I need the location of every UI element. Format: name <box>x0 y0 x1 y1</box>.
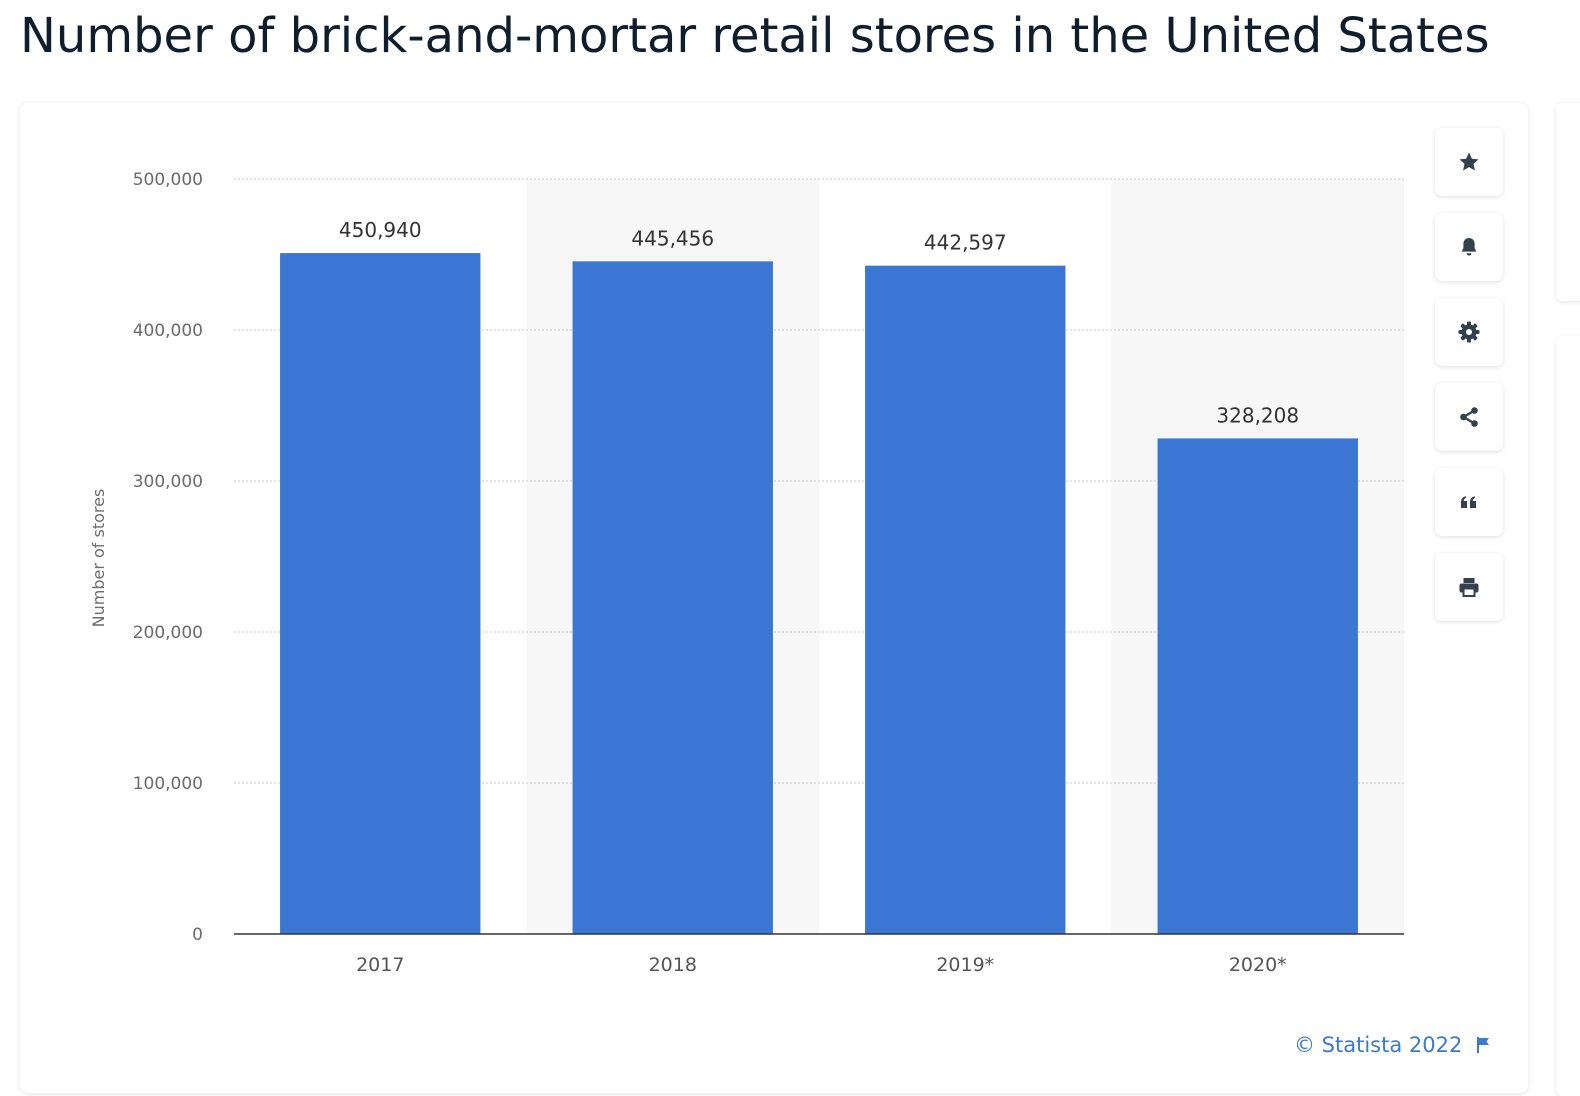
chart-toolbar <box>1435 128 1503 638</box>
bar-value-label: 442,597 <box>924 231 1007 255</box>
statista-credit-link[interactable]: © Statista 2022 <box>1294 1030 1490 1060</box>
y-tick-label: 100,000 <box>133 774 203 794</box>
bar <box>572 261 773 934</box>
flag-icon <box>1477 1037 1490 1053</box>
bar <box>280 253 481 935</box>
y-tick-label: 300,000 <box>133 472 203 492</box>
x-tick-label: 2017 <box>356 954 404 976</box>
gear-icon <box>1458 321 1480 343</box>
star-icon <box>1459 152 1479 171</box>
bar-value-label: 445,456 <box>631 226 714 250</box>
y-tick-label: 200,000 <box>133 623 203 643</box>
y-tick-label: 0 <box>192 925 203 945</box>
bar <box>1157 438 1358 934</box>
credit-text: © Statista 2022 <box>1294 1033 1463 1057</box>
x-tick-label: 2018 <box>649 954 697 976</box>
bell-icon <box>1461 238 1477 256</box>
favorite-button[interactable] <box>1435 128 1503 196</box>
cite-button[interactable] <box>1435 468 1503 536</box>
share-icon <box>1460 407 1478 427</box>
bar-value-label: 328,208 <box>1216 403 1299 427</box>
print-icon <box>1459 578 1479 597</box>
side-panel-top <box>1556 103 1580 301</box>
x-tick-label: 2019* <box>936 954 994 976</box>
side-panel-bottom <box>1556 336 1580 1096</box>
bar <box>865 265 1066 934</box>
quote-icon <box>1461 496 1476 508</box>
y-tick-label: 500,000 <box>133 170 203 190</box>
y-axis-title: Number of stores <box>89 489 108 628</box>
bar-value-label: 450,940 <box>339 218 422 242</box>
print-button[interactable] <box>1435 553 1503 621</box>
x-tick-label: 2020* <box>1229 954 1287 976</box>
share-button[interactable] <box>1435 383 1503 451</box>
notification-button[interactable] <box>1435 213 1503 281</box>
settings-button[interactable] <box>1435 298 1503 366</box>
y-tick-label: 400,000 <box>133 321 203 341</box>
page-title: Number of brick-and-mortar retail stores… <box>20 8 1490 64</box>
